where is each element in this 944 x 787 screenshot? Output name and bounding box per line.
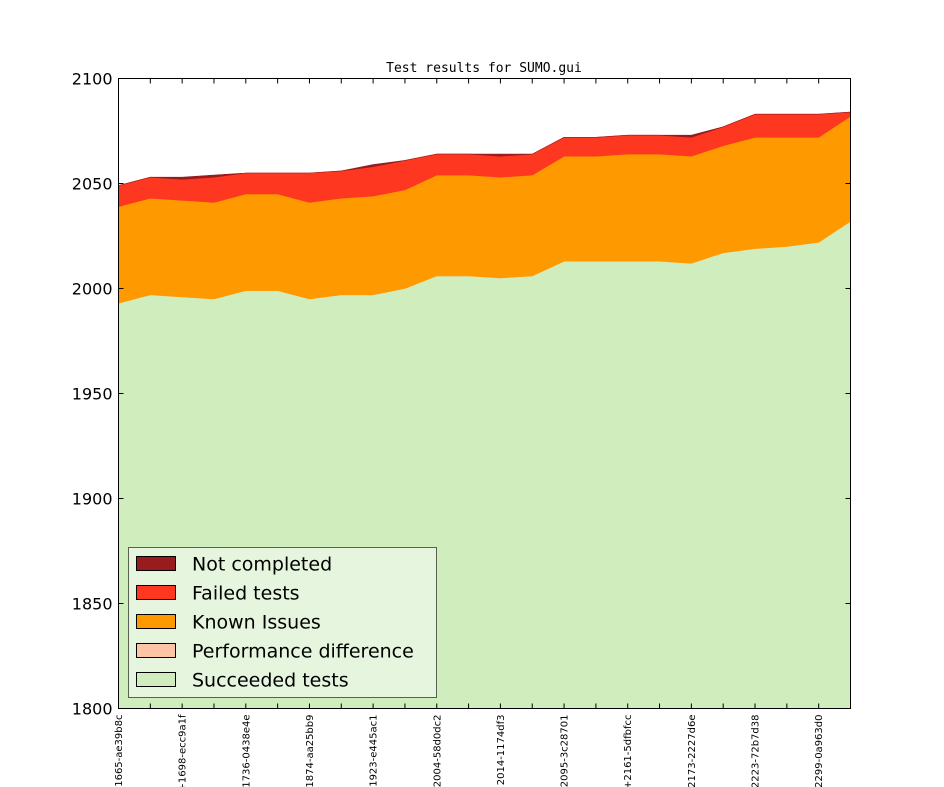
x-tick-label: 2299-0a963d0 — [814, 715, 825, 787]
legend-swatch-known-issues — [136, 614, 176, 629]
plot-frame — [118, 78, 851, 709]
x-tick-label: 2223-72b7d38 — [751, 715, 762, 787]
legend-swatch-succeeded-tests — [136, 672, 176, 687]
legend-box — [128, 547, 437, 698]
legend-swatch-performance-difference — [136, 643, 176, 658]
y-tick-label: 1900 — [72, 490, 113, 509]
x-tick-label: 2004-58d0dc2 — [432, 715, 443, 787]
x-tick-label: 2014-1174df3 — [496, 715, 507, 786]
legend-swatch-not-completed — [136, 556, 176, 571]
x-tick-label: 1736-0438e4e — [241, 715, 252, 787]
x-axis: 1665-ae39b8c +1698-ecc9a1f 1736-0438e4e 187… — [114, 78, 825, 787]
y-tick-label: 2050 — [72, 175, 113, 194]
y-axis: 1800 1850 1900 1950 2000 2050 2100 — [72, 70, 851, 719]
legend-label-known-issues: Known Issues — [192, 612, 321, 634]
x-tick-label: 2173-2227d6e — [687, 715, 698, 787]
legend-label-succeeded-tests: Succeeded tests — [192, 670, 349, 692]
y-tick-label: 1950 — [72, 385, 113, 404]
x-tick-label: +2161-5dfbfcc — [623, 715, 634, 787]
x-tick-label: 1923-e445ac1 — [369, 715, 380, 787]
y-tick-label: 1850 — [72, 595, 113, 614]
y-tick-label: 1800 — [72, 700, 113, 719]
y-tick-label: 2100 — [72, 70, 113, 89]
legend-label-not-completed: Not completed — [192, 554, 332, 576]
x-tick-label: 1874-aa25bb9 — [305, 715, 316, 787]
y-tick-label: 2000 — [72, 280, 113, 299]
legend-label-failed-tests: Failed tests — [192, 583, 300, 605]
chart-title: Test results for SUMO.gui — [386, 61, 582, 76]
legend-swatch-failed-tests — [136, 585, 176, 600]
legend-label-performance-difference: Performance difference — [192, 641, 414, 663]
legend: Not completed Failed tests Known Issues Per… — [128, 547, 437, 698]
x-tick-label: 1665-ae39b8c — [114, 715, 125, 787]
x-tick-label: 2095-3c28701 — [560, 715, 571, 787]
x-tick-label: +1698-ecc9a1f — [178, 714, 189, 787]
